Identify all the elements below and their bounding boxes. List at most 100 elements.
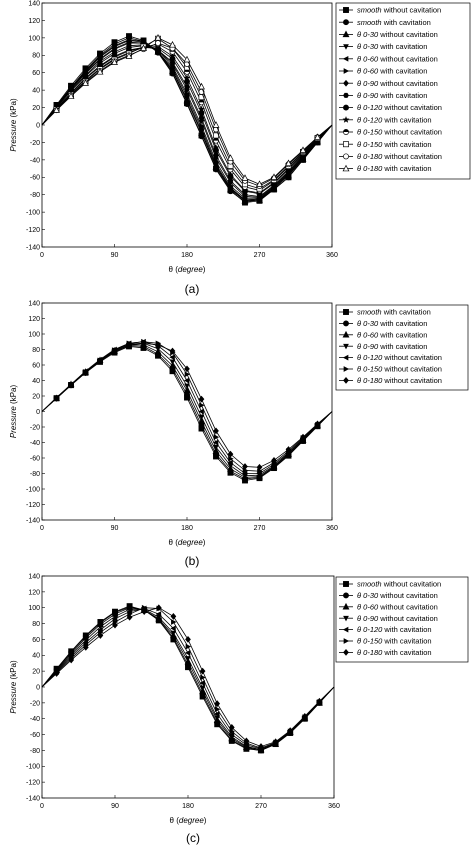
data-point (169, 347, 176, 355)
data-point (67, 92, 75, 99)
y-tick-label: 60 (32, 362, 40, 369)
legend-label-rest: without cavitation (382, 580, 442, 589)
data-point (228, 731, 235, 738)
legend-label: θ 0-30 with cavitation (357, 42, 427, 51)
legend-marker (342, 354, 349, 361)
data-point (141, 604, 148, 611)
legend-item: θ 0-90 with cavitation (339, 342, 427, 351)
x-axis-label-paren: ) (203, 538, 206, 547)
series-3 (41, 340, 333, 481)
data-point (270, 173, 278, 180)
plot-frame (41, 575, 335, 799)
legend-label-rest: without cavitation (382, 365, 442, 374)
chart-3: 140 120 100 80 60 40 20 0 -20 -40 -60 -80 -100 -120 -1… (9, 573, 469, 845)
legend-label: θ 0-120 without cavitation (357, 353, 442, 362)
legend-label: θ 0-90 with cavitation (357, 342, 427, 351)
data-point (53, 670, 60, 677)
data-point (183, 377, 190, 384)
legend-label-prefix: smooth (357, 18, 382, 27)
data-point (183, 93, 190, 100)
x-tick-label: 0 (40, 803, 44, 810)
legend-label: θ 0-30 without cavitation (357, 591, 438, 600)
legend-label: θ 0-180 with cavitation (357, 648, 432, 657)
data-point (198, 414, 205, 421)
legend-marker (343, 141, 349, 148)
data-point (227, 171, 234, 178)
data-point (256, 463, 263, 471)
data-point (170, 630, 177, 637)
legend-label-prefix: smooth (357, 580, 382, 589)
legend-label-prefix: θ 0-30 (357, 30, 379, 39)
legend-label: smooth with cavitation (357, 308, 431, 317)
legend-label: θ 0-60 without cavitation (357, 602, 438, 611)
legend-item: θ 0-120 with cavitation (339, 625, 432, 634)
data-point (185, 636, 191, 643)
legend-label-rest: without cavitation (378, 591, 438, 600)
legend-marker (343, 104, 349, 111)
data-point (68, 381, 74, 389)
legend-label-prefix: θ 0-60 (357, 67, 379, 76)
legend-label-rest: without cavitation (378, 54, 438, 63)
legend-marker (343, 366, 350, 372)
legend-label-rest: without cavitation (378, 30, 438, 39)
data-point (214, 711, 220, 717)
data-point (227, 450, 234, 458)
data-point (185, 643, 192, 650)
x-axis-label-unit: degree (178, 538, 203, 547)
legend-item: θ 0-180 with cavitation (339, 164, 432, 173)
legend-label-prefix: θ 0-60 (357, 602, 379, 611)
x-axis-label-symbol: θ ( (169, 265, 179, 274)
data-point (228, 455, 234, 462)
legend-label-prefix: θ 0-30 (357, 591, 379, 600)
y-tick-label: 140 (28, 0, 40, 7)
data-point (314, 133, 321, 140)
series-13 (41, 40, 333, 189)
x-tick-label: 270 (254, 252, 266, 259)
y-tick-label: -100 (26, 764, 40, 771)
legend-label-prefix: θ 0-150 (357, 365, 383, 374)
data-point (96, 67, 104, 75)
legend-marker (343, 309, 349, 315)
legend-box (335, 576, 469, 663)
data-point (241, 470, 248, 477)
data-point (170, 613, 177, 620)
data-point (82, 369, 89, 377)
legend-label-prefix: θ 0-90 (357, 342, 379, 351)
data-point (140, 339, 147, 347)
legend-label-prefix: θ 0-150 (357, 637, 383, 646)
legend-label-rest: with cavitation (382, 115, 431, 124)
data-point (155, 341, 161, 349)
legend-label: θ 0-120 with cavitation (357, 625, 432, 634)
legend-label-prefix: θ 0-30 (357, 319, 379, 328)
legend-item: θ 0-90 without cavitation (339, 614, 438, 623)
y-tick-label: -20 (30, 140, 40, 147)
y-axis-label: Pressure (kPa) (9, 98, 18, 152)
data-point (169, 52, 176, 60)
legend-marker (342, 626, 349, 633)
y-tick-label: -140 (26, 244, 40, 251)
data-point (82, 79, 89, 86)
legend-box (335, 304, 469, 391)
legend-label-prefix: θ 0-120 (357, 353, 383, 362)
figure-caption: (a) (185, 282, 200, 296)
data-point (258, 743, 264, 750)
legend-item: θ 0-60 without cavitation (339, 54, 438, 63)
x-axis-label-unit: degree (178, 265, 203, 274)
data-point (212, 121, 220, 128)
series-line (41, 607, 335, 747)
legend-marker (343, 68, 350, 74)
legend-label-prefix: θ 0-180 (357, 164, 383, 173)
legend-item: θ 0-150 without cavitation (339, 365, 442, 374)
y-tick-label: -80 (30, 748, 40, 755)
legend-item: θ 0-90 with cavitation (339, 91, 427, 100)
legend-label-prefix: θ 0-120 (357, 115, 383, 124)
legend-label-rest: with cavitation (378, 91, 427, 100)
y-tick-label: -140 (26, 517, 40, 524)
legend-label-prefix: smooth (357, 6, 382, 15)
x-axis-label-symbol: θ ( (170, 816, 180, 825)
data-point (140, 44, 147, 52)
legend-marker (343, 649, 349, 656)
y-tick-label: -140 (26, 795, 40, 802)
data-point (314, 420, 321, 428)
